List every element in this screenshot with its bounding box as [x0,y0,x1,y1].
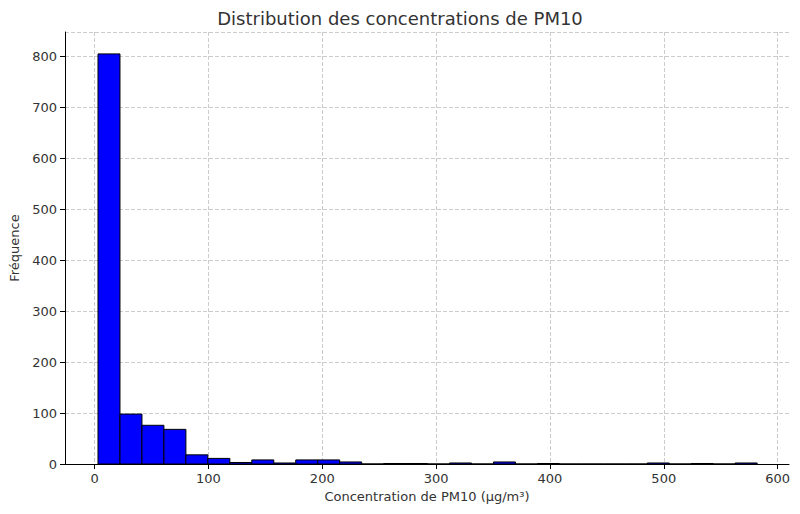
svg-text:Distribution des concentration: Distribution des concentrations de PM10 [217,8,583,29]
svg-text:100: 100 [196,471,221,486]
svg-text:100: 100 [32,406,57,421]
svg-text:800: 800 [32,49,57,64]
svg-text:200: 200 [32,355,57,370]
svg-text:0: 0 [90,471,98,486]
svg-text:600: 600 [32,151,57,166]
svg-text:500: 500 [32,202,57,217]
svg-text:200: 200 [310,471,335,486]
svg-text:0: 0 [49,457,57,472]
svg-text:500: 500 [651,471,676,486]
svg-text:300: 300 [32,304,57,319]
svg-text:600: 600 [765,471,790,486]
svg-text:400: 400 [32,253,57,268]
svg-text:700: 700 [32,100,57,115]
svg-text:Concentration de PM10 (µg/m³): Concentration de PM10 (µg/m³) [324,489,529,504]
svg-text:300: 300 [424,471,449,486]
svg-text:400: 400 [538,471,563,486]
svg-text:Fréquence: Fréquence [7,214,22,281]
